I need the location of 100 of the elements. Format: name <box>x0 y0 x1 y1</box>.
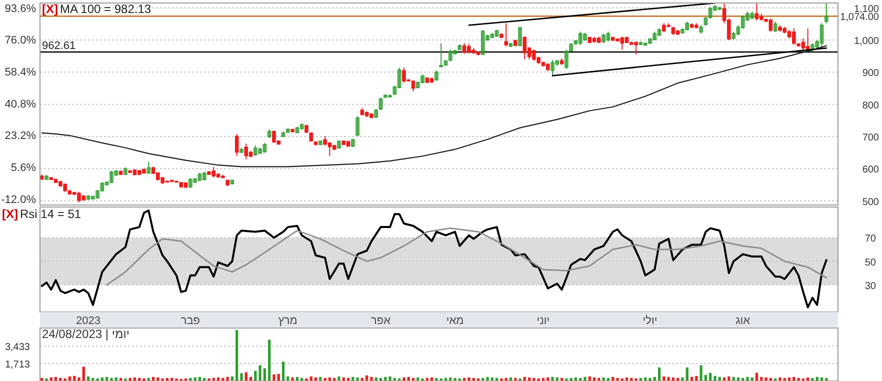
annotation: יומי | 24/08/2023 <box>42 327 130 341</box>
candlestick <box>555 59 560 66</box>
candlestick <box>146 161 151 174</box>
text: [X] <box>2 207 18 221</box>
bar <box>551 376 554 381</box>
candlestick <box>574 39 578 46</box>
candlestick <box>337 140 341 150</box>
candlestick <box>713 4 717 12</box>
y-tick-label: 1,074.00 <box>840 12 880 24</box>
candlestick <box>100 182 104 192</box>
bar <box>732 376 735 381</box>
y-tick-label: 1,100 <box>854 4 880 15</box>
candlestick <box>202 171 206 182</box>
candlestick <box>96 190 100 200</box>
candlestick <box>652 31 657 41</box>
line-series <box>106 228 828 286</box>
candlestick <box>388 94 392 98</box>
candlestick <box>648 38 652 44</box>
candlestick <box>198 172 202 182</box>
candlestick <box>550 59 554 77</box>
y-tick-label: 600 <box>862 164 880 176</box>
bar <box>254 370 257 381</box>
bar <box>78 377 80 381</box>
candlestick <box>439 42 443 68</box>
bar <box>324 378 326 381</box>
bar <box>797 378 800 381</box>
candlestick <box>244 143 248 160</box>
candlestick <box>638 41 643 46</box>
bar <box>421 378 424 381</box>
x-tick-label: יוני <box>536 315 550 327</box>
bar <box>658 367 661 381</box>
candlestick <box>773 21 778 32</box>
bar <box>208 378 210 381</box>
candlestick <box>736 24 740 36</box>
candlestick <box>815 39 820 49</box>
bar <box>686 367 688 381</box>
candlestick <box>267 128 272 139</box>
candlestick <box>110 170 114 184</box>
candlestick <box>262 142 267 154</box>
bar <box>282 362 285 381</box>
y-tick-label: 3,433 <box>4 342 30 354</box>
bar <box>681 377 684 381</box>
candlestick <box>300 123 304 130</box>
candlestick <box>286 128 290 134</box>
bar <box>305 378 308 381</box>
y-tick-label: 500 <box>862 196 880 208</box>
candlestick <box>494 29 499 38</box>
candlestick <box>602 33 606 44</box>
candlestick <box>356 116 360 137</box>
y2-tick-label: 5.6% <box>10 162 36 174</box>
bar <box>370 376 373 381</box>
candlestick <box>258 147 262 155</box>
bar <box>142 378 146 381</box>
candlestick <box>434 70 438 82</box>
x-tick-label: אוג <box>736 315 750 327</box>
bar <box>648 378 652 381</box>
bar <box>240 373 243 381</box>
candlestick <box>569 42 573 52</box>
candlestick <box>281 130 286 138</box>
candlestick <box>522 36 527 60</box>
bar <box>584 376 586 381</box>
bar <box>454 378 456 381</box>
bar <box>746 376 749 381</box>
y-tick-label: 1,713 <box>4 360 30 371</box>
bar <box>338 376 340 381</box>
line-series <box>40 210 828 308</box>
candlestick <box>824 3 828 24</box>
candlestick <box>504 22 508 47</box>
candlestick <box>820 22 824 48</box>
y-tick-label: 800 <box>862 100 880 112</box>
candlestick <box>254 144 258 156</box>
x-tick-label: מרץ <box>278 315 298 327</box>
x-tick-label: 2023 <box>76 315 101 327</box>
candlestick <box>564 49 568 70</box>
bar <box>402 377 406 381</box>
candlestick <box>657 28 662 37</box>
candlestick <box>378 97 383 111</box>
bar <box>388 376 392 381</box>
bar <box>82 366 85 381</box>
bar <box>258 365 262 381</box>
candlestick <box>392 85 397 96</box>
bar <box>110 378 113 381</box>
candlestick <box>643 42 648 46</box>
bar <box>811 378 814 381</box>
candlestick <box>44 174 48 180</box>
candlestick <box>234 133 239 156</box>
candlestick <box>480 30 485 56</box>
bar <box>263 368 266 381</box>
bar <box>175 378 178 381</box>
chart-title: Rsi 14 = 51 <box>20 207 82 221</box>
y-tick-label: 30 <box>864 280 876 292</box>
candlestick <box>490 32 494 39</box>
candlestick <box>420 74 424 84</box>
bar <box>291 377 294 381</box>
candlestick <box>718 6 722 11</box>
y2-tick-label: 76.0% <box>4 34 36 47</box>
candlestick <box>416 80 420 90</box>
bar <box>714 376 716 381</box>
bar <box>226 376 229 381</box>
candlestick <box>740 14 745 30</box>
